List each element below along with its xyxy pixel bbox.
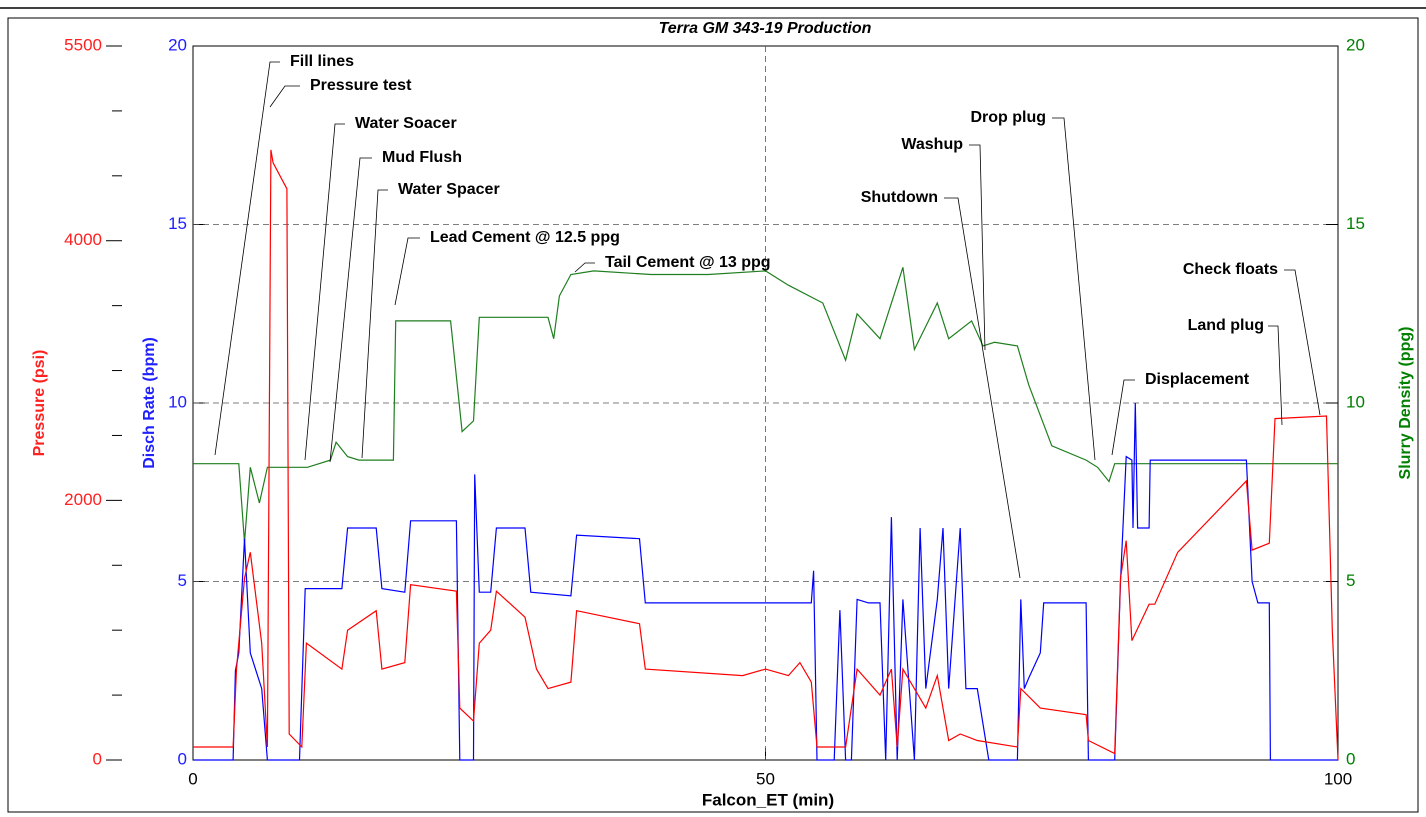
annotation-leader [944,197,1021,579]
x-tick-label: 0 [188,769,197,788]
y-tick-label: 20 [168,35,187,54]
annotation-leader [329,157,372,463]
y-tick-label: 0 [178,749,187,768]
annotation: Fill lines [290,53,354,70]
annotation: Lead Cement @ 12.5 ppg [430,229,620,246]
annotation-leader [1052,117,1096,461]
y3-tick-label: 4000 [64,230,102,249]
pressure-axis-label: Pressure (psi) [31,350,48,457]
rate-axis-label: Disch Rate (bpm) [141,337,158,469]
y2-tick-label: 5 [1346,571,1355,590]
annotation: Pressure test [310,77,412,94]
annotation-leader [269,85,300,108]
annotation-leader [1111,379,1135,456]
annotation-leader [1268,325,1283,426]
annotation: Water Soacer [355,115,457,132]
density-axis-label: Slurry Density (ppg) [1397,327,1414,480]
annotation-leader [394,237,420,306]
annotation: Shutdown [861,189,938,206]
y2-tick-label: 15 [1346,214,1365,233]
y-tick-label: 5 [178,571,187,590]
y2-tick-label: 0 [1346,749,1355,768]
annotation: Check floats [1183,261,1278,278]
annotation-leader [304,123,345,461]
annotation-leader [361,189,388,459]
annotation-leader [574,262,595,273]
y3-tick-label: 2000 [64,490,102,509]
x-axis-label: Falcon_ET (min) [702,790,834,809]
data-line [193,149,1339,761]
y3-tick-label: 0 [93,749,102,768]
annotation: Displacement [1145,371,1250,388]
annotation: Land plug [1188,317,1264,334]
annotation: Water Spacer [398,181,500,198]
data-line [193,267,1338,543]
x-tick-label: 100 [1324,769,1352,788]
data-line [193,402,1338,761]
annotation-leader [969,144,986,351]
chart-title: Terra GM 343-19 Production [659,20,872,37]
annotation: Drop plug [970,109,1046,126]
annotation-leader [214,61,280,456]
y-tick-label: 10 [168,392,187,411]
y3-tick-label: 5500 [64,35,102,54]
y2-tick-label: 10 [1346,392,1365,411]
annotation: Mud Flush [382,149,462,166]
x-tick-label: 50 [756,769,775,788]
annotation-leader [1284,269,1321,416]
y-tick-label: 15 [168,214,187,233]
frame [7,17,1419,813]
annotation: Washup [901,136,963,153]
y2-tick-label: 20 [1346,35,1365,54]
annotation: Tail Cement @ 13 ppg [605,254,771,271]
